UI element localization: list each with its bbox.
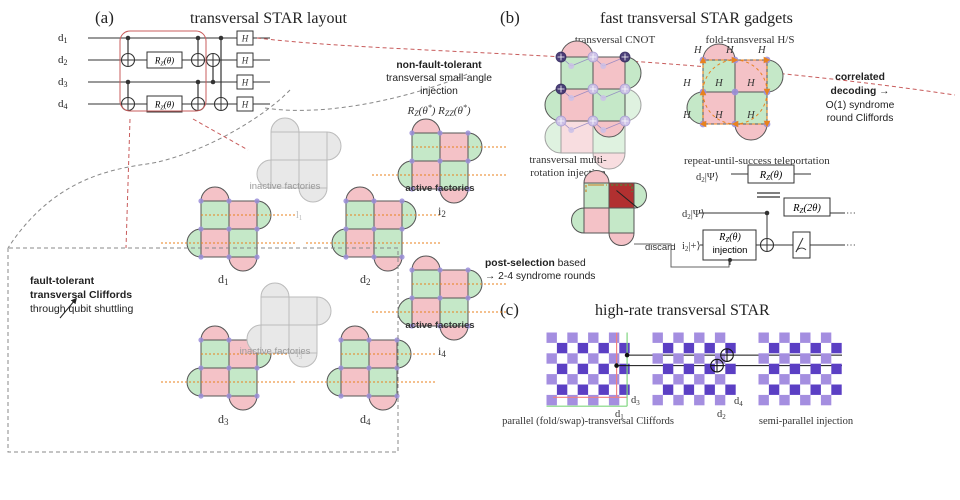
svg-text:injection: injection (713, 245, 748, 256)
svg-text:active factories: active factories (405, 183, 474, 194)
svg-text:correlated: correlated (835, 72, 885, 83)
svg-text:d4: d4 (360, 412, 371, 427)
svg-text:inactive factories: inactive factories (250, 181, 321, 192)
svg-text:round Cliffords: round Cliffords (827, 113, 894, 124)
svg-text:RZ(θ): RZ(θ) (154, 100, 174, 112)
svg-text:d4: d4 (734, 396, 743, 408)
svg-text:d2: d2 (717, 409, 726, 421)
svg-text:d2|Ψ⟩: d2|Ψ⟩ (682, 208, 705, 221)
svg-text:H: H (725, 45, 735, 56)
svg-text:d3: d3 (631, 395, 640, 407)
svg-text:i4: i4 (438, 344, 446, 359)
svg-text:inactive factories: inactive factories (240, 346, 311, 357)
svg-text:H: H (746, 110, 756, 121)
svg-text:H: H (241, 100, 249, 110)
svg-text:fault-tolerant: fault-tolerant (30, 275, 95, 287)
svg-text:RZ(θ): RZ(θ) (154, 56, 174, 68)
svg-text:RZ(2θ): RZ(2θ) (792, 203, 821, 215)
svg-text:H: H (714, 78, 724, 89)
svg-text:H: H (693, 45, 703, 56)
svg-text:transversal CNOT: transversal CNOT (575, 34, 656, 46)
svg-text:H: H (714, 110, 724, 121)
svg-text:H: H (682, 78, 692, 89)
svg-text:d2: d2 (360, 272, 371, 287)
svg-text:i2: i2 (438, 204, 446, 219)
svg-text:d2: d2 (58, 54, 68, 67)
svg-text:rotation injection: rotation injection (530, 167, 606, 179)
svg-text:→ 2-4 syndrome rounds: → 2-4 syndrome rounds (485, 271, 595, 282)
svg-text:⋯: ⋯ (846, 240, 856, 251)
svg-text:⋯: ⋯ (846, 208, 856, 219)
svg-text:parallel (fold/swap)-transvers: parallel (fold/swap)-transversal Cliffor… (502, 416, 674, 427)
svg-text:d1: d1 (218, 272, 229, 287)
svg-text:discard: discard (645, 242, 676, 253)
svg-text:H: H (241, 34, 249, 44)
svg-text:through qubit shuttling: through qubit shuttling (30, 303, 133, 315)
svg-text:H: H (241, 78, 249, 88)
svg-text:H: H (241, 56, 249, 66)
svg-text:l1: l1 (296, 210, 303, 222)
svg-text:H: H (682, 110, 692, 121)
svg-text:d1: d1 (615, 409, 624, 421)
svg-text:d2|Ψ⟩: d2|Ψ⟩ (696, 171, 719, 184)
svg-text:d1: d1 (58, 32, 68, 45)
svg-text:active factories: active factories (405, 320, 474, 331)
svg-text:injection: injection (420, 86, 458, 97)
svg-text:post-selection based: post-selection based (485, 258, 586, 269)
svg-text:semi-parallel injection: semi-parallel injection (759, 416, 854, 427)
svg-text:decoding →: decoding → (831, 86, 890, 97)
svg-text:H: H (757, 45, 767, 56)
svg-text:transversal multi-: transversal multi- (529, 154, 607, 166)
svg-text:non-fault-tolerant: non-fault-tolerant (396, 60, 482, 71)
svg-text:RZ(θ): RZ(θ) (759, 170, 783, 182)
svg-text:d3: d3 (58, 76, 68, 89)
svg-text:transversal small-angle: transversal small-angle (386, 73, 492, 84)
svg-text:transversal Cliffords: transversal Cliffords (30, 289, 132, 301)
svg-text:i2|+⟩: i2|+⟩ (682, 240, 701, 253)
svg-text:RZ(θ*) RZZ(θ*): RZ(θ*) RZZ(θ*) (406, 103, 470, 118)
svg-text:l3: l3 (296, 349, 303, 361)
svg-text:RZ(θ): RZ(θ) (718, 232, 741, 244)
svg-text:H: H (746, 78, 756, 89)
svg-text:d4: d4 (58, 98, 68, 111)
svg-text:d3: d3 (218, 412, 229, 427)
svg-text:repeat-until-success teleporta: repeat-until-success teleportation (684, 155, 830, 167)
svg-text:O(1) syndrome: O(1) syndrome (826, 100, 895, 111)
svg-text:fold-transversal H/S: fold-transversal H/S (706, 34, 795, 46)
